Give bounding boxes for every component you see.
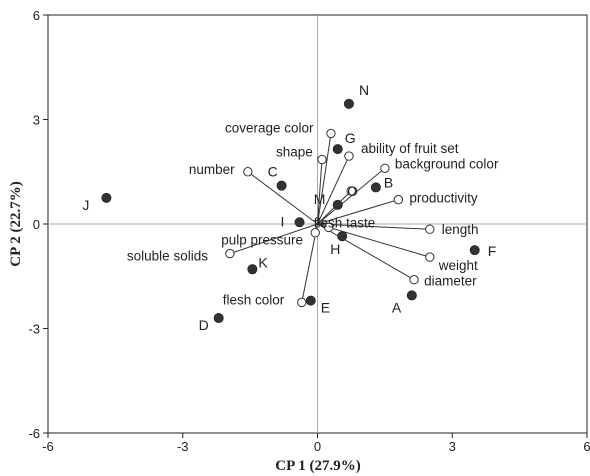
score-point-h — [337, 231, 348, 242]
loading-vector-number — [247, 171, 318, 225]
score-label-a: A — [392, 299, 402, 315]
loading-label-flesh-color: flesh color — [223, 292, 285, 307]
score-point-e — [305, 295, 316, 306]
score-points: N G C B J M I H F K A E D — [82, 82, 496, 333]
loading-point-flesh-taste — [324, 222, 334, 233]
x-axis-title: CP 1 (27.9%) — [275, 458, 360, 474]
x-tick-label: -6 — [42, 439, 54, 454]
loading-vector-weight — [317, 223, 430, 258]
x-tick-label: 3 — [449, 439, 456, 454]
loading-label-background-color: background color — [395, 156, 499, 171]
score-label-b: B — [384, 174, 393, 190]
loading-point-length — [425, 224, 435, 234]
loading-vector-shape — [317, 159, 323, 225]
y-axis-title: CP 2 (22.7%) — [8, 181, 24, 266]
score-label-j: J — [82, 197, 89, 213]
y-tick-label: -6 — [28, 426, 40, 441]
loading-point-background-color — [380, 163, 390, 173]
x-tick-label: 6 — [583, 439, 590, 454]
loading-point-soluble-solids — [225, 248, 235, 259]
loading-label-o: O — [347, 184, 358, 199]
y-tick-label: 0 — [33, 217, 40, 232]
y-tick-label: 6 — [33, 8, 40, 23]
loading-point-coverage-color — [326, 128, 336, 139]
loading-label-pulp-pressure: pulp pressure — [221, 233, 303, 248]
score-point-b — [370, 182, 381, 193]
y-tick-label: 3 — [33, 113, 40, 128]
loading-label-weight: weight — [438, 258, 478, 273]
loading-point-productivity — [393, 194, 404, 205]
score-point-f — [469, 245, 480, 256]
loading-vector-productivity — [317, 199, 399, 225]
loading-point-pulp-pressure — [310, 228, 320, 238]
loading-label-diameter: diameter — [424, 274, 477, 289]
loading-point-number — [243, 167, 253, 177]
loading-vector-diameter — [317, 223, 415, 281]
x-tick-label: 0 — [314, 439, 321, 454]
score-label-e: E — [321, 300, 330, 316]
loading-label-number: number — [189, 162, 235, 177]
loading-point-ability-of-fruit-set — [344, 151, 354, 161]
loading-vectors: coverage color shape ability of fruit set n… — [127, 120, 499, 307]
loading-label-shape: shape — [276, 145, 313, 160]
x-tick-label: -3 — [177, 439, 189, 454]
score-point-m — [332, 199, 343, 210]
loading-label-flesh-taste: flesh taste — [314, 215, 376, 230]
loading-point-weight — [425, 252, 435, 262]
axes: -6 -3 0 3 6 -6 -3 0 3 6 — [28, 8, 590, 454]
score-point-j — [101, 192, 112, 203]
loading-label-soluble-solids: soluble solids — [127, 249, 208, 264]
score-label-h: H — [330, 241, 340, 257]
loading-point-o — [346, 186, 356, 196]
score-label-d: D — [199, 317, 209, 333]
loading-point-diameter — [409, 275, 419, 285]
loading-vector-length — [317, 223, 430, 230]
loading-point-flesh-color — [297, 297, 307, 308]
score-label-k: K — [258, 254, 268, 270]
loading-label-ability-of-fruit-set: ability of fruit set — [361, 141, 459, 156]
y-tick-label: -3 — [28, 322, 40, 337]
score-point-k — [247, 264, 258, 275]
loading-vector-background-color — [317, 167, 386, 225]
loading-label-productivity: productivity — [409, 191, 478, 206]
score-label-m: M — [314, 191, 326, 207]
score-point-i — [294, 217, 305, 228]
loading-vector-ability-of-fruit-set — [317, 155, 350, 225]
loading-vector-soluble-solids — [229, 223, 318, 255]
score-point-n — [343, 98, 354, 109]
score-point-a — [406, 290, 417, 301]
score-label-f: F — [488, 243, 497, 259]
score-label-c: C — [268, 164, 278, 180]
loading-label-length: length — [442, 222, 479, 237]
loading-vector-coverage-color — [317, 133, 332, 225]
score-label-i: I — [281, 213, 285, 229]
score-point-c — [276, 180, 287, 191]
score-label-n: N — [359, 82, 369, 98]
loading-point-shape — [317, 154, 327, 165]
score-label-g: G — [345, 130, 356, 146]
score-point-d — [213, 313, 224, 324]
loading-label-coverage-color: coverage color — [225, 120, 314, 135]
score-point-g — [332, 144, 343, 155]
